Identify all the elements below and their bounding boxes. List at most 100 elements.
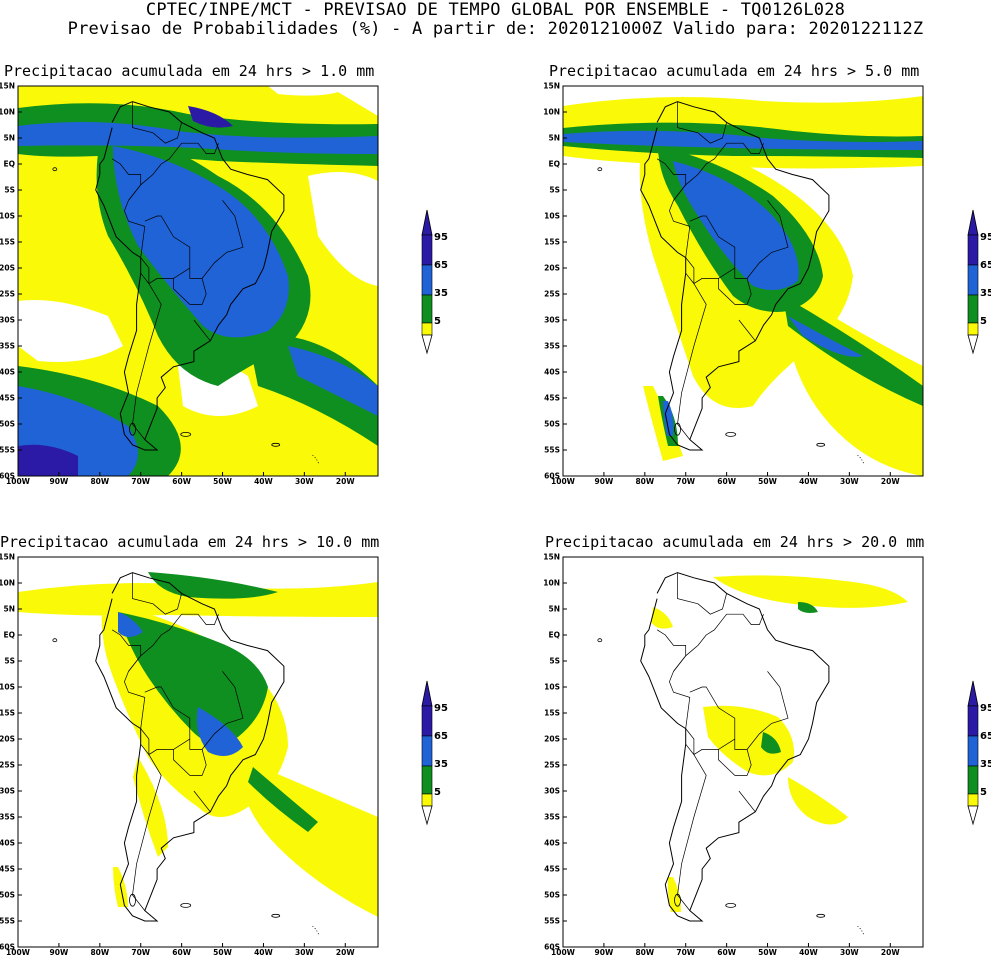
lat-tick-label: 25S [544, 290, 560, 299]
colorbar-segment [967, 765, 979, 795]
lat-tick-label: 55S [0, 917, 15, 926]
lat-tick-label: 25S [0, 761, 15, 770]
lat-tick-label: 60S [544, 472, 560, 481]
colorbar-label: 95 [980, 703, 991, 714]
country-border [132, 743, 162, 911]
map-frame [17, 85, 379, 477]
probability-field-5 [703, 705, 794, 776]
lon-tick-label: 90W [595, 477, 614, 486]
colorbar-top-arrow [967, 680, 979, 707]
lon-tick-label: 40W [799, 477, 818, 486]
colorbar-label: 5 [434, 787, 441, 798]
lat-tick-label: EQ [549, 631, 561, 640]
no-rain-area [308, 172, 378, 286]
probability-field-35 [118, 612, 268, 744]
lon-tick-label: 50W [758, 477, 777, 486]
lat-tick-label: 55S [544, 917, 560, 926]
lat-tick-label: EQ [4, 631, 16, 640]
country-border [201, 671, 244, 750]
country-border [173, 268, 207, 305]
probability-field-65 [113, 146, 289, 338]
colorbar-bottom-arrow [421, 805, 433, 826]
coastline [640, 101, 830, 451]
country-border [738, 319, 756, 342]
lon-tick-label: 30W [840, 477, 859, 486]
lon-tick-label: 60W [172, 477, 191, 486]
lat-tick-label: 35S [544, 813, 560, 822]
lat-tick-label: 5S [549, 657, 560, 666]
country-border [677, 572, 727, 615]
lon-tick-label: 50W [213, 477, 232, 486]
colorbar-segment [421, 294, 433, 324]
lon-tick-label: 70W [676, 477, 695, 486]
lat-tick-label: 50S [544, 420, 560, 429]
country-border [193, 319, 211, 342]
coastline [95, 572, 285, 922]
lat-tick-label: 5N [4, 605, 16, 614]
sea-ice-edge [857, 925, 864, 935]
island-outline [271, 442, 281, 447]
lon-tick-label: 60W [717, 948, 736, 957]
lat-tick-label: 60S [0, 943, 15, 952]
lat-tick-label: 40S [544, 368, 560, 377]
map-frame [562, 85, 924, 477]
colorbar-label: 95 [434, 232, 448, 243]
colorbar-segment [967, 322, 979, 336]
lat-tick-label: 45S [544, 865, 560, 874]
lat-tick-label: 50S [0, 420, 15, 429]
lon-tick-label: 100W [6, 477, 31, 486]
lat-tick-label: 20S [544, 735, 560, 744]
sea-ice-edge [312, 454, 319, 464]
country-border [677, 272, 707, 440]
lon-tick-label: 90W [50, 477, 69, 486]
probability-field-95 [188, 106, 233, 128]
lat-tick-label: 40S [0, 839, 15, 848]
lat-tick-label: 5N [549, 134, 561, 143]
colorbar-10mm: 95 65 35 5 [421, 680, 448, 826]
colorbar-segment [967, 294, 979, 324]
lon-tick-label: 50W [758, 948, 777, 957]
colorbar-segment [421, 705, 433, 737]
island-outline [180, 902, 192, 908]
lat-tick-label: 55S [0, 446, 15, 455]
lat-tick-label: 15S [0, 238, 15, 247]
coastline [95, 101, 285, 451]
lat-tick-label: 5S [4, 657, 15, 666]
probability-field-65 [663, 401, 674, 436]
colorbar-label: 65 [434, 260, 448, 271]
lon-tick-label: 20W [336, 477, 355, 486]
colorbar-5mm: 95 65 35 5 [967, 209, 991, 355]
lat-tick-label: 10N [543, 108, 560, 117]
colorbar-label: 35 [980, 759, 991, 770]
island-outline [52, 638, 58, 643]
country-border [718, 739, 752, 776]
sea-ice-edge [312, 925, 319, 935]
colorbar-segment [421, 264, 433, 296]
lat-tick-label: 10N [543, 579, 560, 588]
lat-tick-label: 25S [0, 290, 15, 299]
lat-tick-label: 10S [544, 683, 560, 692]
lat-tick-label: 15S [544, 238, 560, 247]
lat-tick-label: 30S [0, 787, 15, 796]
colorbar-segment [421, 735, 433, 767]
colorbar-segment [967, 264, 979, 296]
colorbar-label: 65 [980, 731, 991, 742]
colorbar-segment [967, 234, 979, 266]
lat-tick-label: 45S [544, 394, 560, 403]
lon-tick-label: 100W [551, 948, 576, 957]
lat-tick-label: 35S [544, 342, 560, 351]
country-border [193, 790, 211, 813]
lat-tick-label: 50S [0, 891, 15, 900]
probability-field-35 [798, 602, 818, 613]
lat-tick-label: 60S [0, 472, 15, 481]
colorbar-label: 5 [980, 316, 987, 327]
colorbar-segment [967, 735, 979, 767]
lon-tick-label: 80W [635, 948, 654, 957]
country-border [128, 142, 219, 201]
lat-tick-label: 60S [544, 943, 560, 952]
lon-tick-label: 40W [254, 948, 273, 957]
probability-field-65 [18, 122, 378, 154]
probability-field-5 [713, 575, 908, 608]
lon-tick-label: 70W [676, 948, 695, 957]
lon-tick-label: 60W [172, 948, 191, 957]
